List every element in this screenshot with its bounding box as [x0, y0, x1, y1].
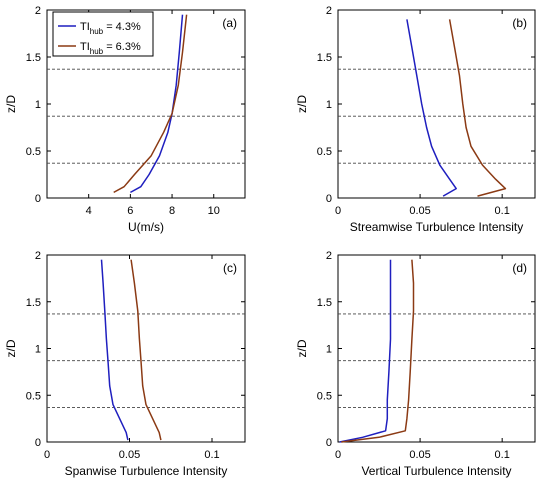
series-line-2 — [130, 259, 162, 441]
y-tick-label: 1 — [326, 344, 332, 356]
x-tick-label: 0.1 — [495, 205, 510, 217]
y-axis-label: z/D — [4, 95, 18, 113]
y-tick-label: 0.5 — [317, 146, 332, 158]
y-axis-label: z/D — [4, 339, 18, 357]
y-tick-label: 0.5 — [26, 390, 41, 402]
x-tick-label: 0.1 — [204, 449, 219, 461]
series-line-1 — [100, 259, 129, 441]
plot-frame — [337, 9, 536, 199]
y-tick-label: 0.5 — [26, 146, 41, 158]
y-tick-label: 0 — [35, 437, 41, 449]
x-tick-label: 6 — [127, 205, 133, 217]
x-axis-label: U(m/s) — [128, 220, 164, 234]
series-line-2 — [113, 14, 188, 194]
legend-entry: TIhub = 4.3% — [80, 21, 141, 36]
panel-d: 0 0.05 0.1 0 0.5 1 1.5 2 Vertical Turbulence Int… — [295, 250, 536, 478]
series-line-2 — [448, 19, 507, 197]
y-axis-label: z/D — [295, 339, 309, 357]
y-axis-label: z/D — [295, 95, 309, 113]
series-line-1 — [406, 19, 457, 197]
panel-label: (c) — [223, 261, 237, 275]
panel-b: 0 0.05 0.1 0 0.5 1 1.5 2 Streamwise Turbulence I… — [295, 5, 536, 234]
x-tick-label: 0 — [44, 449, 50, 461]
series-line-1 — [130, 14, 184, 194]
x-tick-label: 0.1 — [495, 449, 510, 461]
panel-label: (a) — [222, 16, 237, 30]
x-tick-label: 10 — [208, 205, 220, 217]
x-tick-label: 4 — [86, 205, 92, 217]
y-tick-label: 2 — [35, 250, 41, 262]
legend-entry: TIhub = 6.3% — [80, 41, 141, 56]
y-tick-label: 1.5 — [26, 52, 41, 64]
y-tick-label: 1 — [326, 99, 332, 111]
y-tick-label: 1.5 — [26, 297, 41, 309]
panel-c: 0 0.05 0.1 0 0.5 1 1.5 2 Spanwise Turbulence Int… — [4, 250, 246, 478]
y-tick-label: 1 — [35, 344, 41, 356]
y-tick-label: 2 — [326, 250, 332, 262]
y-tick-label: 2 — [35, 5, 41, 17]
y-tick-label: 1.5 — [317, 52, 332, 64]
y-tick-label: 0.5 — [317, 390, 332, 402]
legend: TIhub = 4.3% TIhub = 6.3% — [52, 11, 154, 57]
y-tick-label: 2 — [326, 5, 332, 17]
x-tick-label: 0 — [335, 205, 341, 217]
x-axis-label: Streamwise Turbulence Intensity — [350, 220, 523, 234]
y-tick-label: 0 — [326, 193, 332, 205]
x-tick-label: 0.05 — [409, 205, 430, 217]
y-tick-label: 0 — [326, 437, 332, 449]
legend-box — [52, 11, 154, 57]
panel-label: (b) — [512, 16, 527, 30]
x-axis-label: Spanwise Turbulence Intensity — [65, 464, 228, 478]
panel-label: (d) — [512, 261, 527, 275]
y-tick-label: 0 — [35, 193, 41, 205]
y-tick-label: 1.5 — [317, 297, 332, 309]
x-tick-label: 0.05 — [409, 449, 430, 461]
series-line-1 — [339, 259, 392, 443]
plot-frame — [46, 254, 246, 443]
plot-frame — [337, 254, 536, 443]
x-tick-label: 0 — [335, 449, 341, 461]
y-tick-label: 1 — [35, 99, 41, 111]
x-axis-label: Vertical Turbulence Intensity — [361, 464, 511, 478]
series-line-2 — [341, 259, 415, 443]
x-tick-label: 8 — [169, 205, 175, 217]
x-tick-label: 0.05 — [119, 449, 140, 461]
